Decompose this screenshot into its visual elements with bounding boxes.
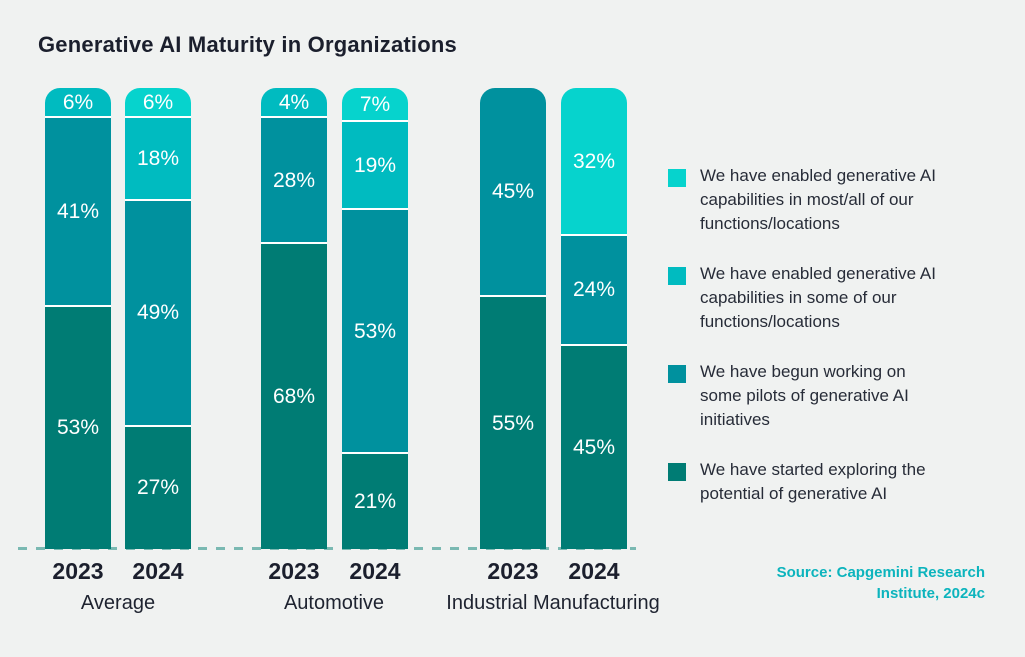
bar-segment: 6% (125, 88, 191, 116)
year-label: 2024 (349, 558, 401, 584)
legend-label: We have enabled generative AI capabiliti… (700, 264, 936, 331)
stacked-bar-2023-average: 6% 41% 53% (45, 88, 111, 549)
bar-segment-label: 27% (136, 476, 180, 500)
year-label: 2024 (568, 558, 620, 584)
bar-segment: 55% (480, 295, 546, 549)
bar-segment: 68% (261, 242, 327, 549)
legend-color-swatch (668, 267, 686, 285)
bar-segment-label: 45% (491, 180, 535, 204)
bar-segment-label: 6% (142, 90, 174, 114)
bar-segment-label: 45% (572, 435, 616, 459)
stacked-bar-2023-automotive: 4% 28% 68% (261, 88, 327, 549)
bar-segment-label: 41% (56, 199, 100, 223)
year-label: 2023 (487, 558, 539, 584)
bar-segment: 21% (342, 452, 408, 549)
stacked-bar-2024-industrial-manufacturing: 32% 24% 45% (561, 88, 627, 549)
legend-item: We have begun working on some pilots of … (668, 360, 1000, 432)
bar-segment: 24% (561, 234, 627, 344)
bar-segment-label: 19% (353, 153, 397, 177)
bar-segment: 27% (125, 424, 191, 549)
bar-segment: 7% (342, 88, 408, 121)
bar-segment-label: 18% (136, 146, 180, 170)
bar-segment: 32% (561, 88, 627, 235)
bar-segment-label: 55% (491, 411, 535, 435)
bar-segment: 45% (480, 88, 546, 296)
bar-segment: 4% (261, 88, 327, 116)
bar-segment: 53% (342, 207, 408, 453)
legend-color-swatch (668, 463, 686, 481)
legend-label: We have enabled generative AI capabiliti… (700, 166, 936, 233)
bar-segment-label: 53% (353, 319, 397, 343)
bar-segment-label: 6% (62, 90, 94, 114)
year-label: 2024 (132, 558, 184, 584)
stacked-bar-2024-average: 6% 18% 49% 27% (125, 88, 191, 549)
bar-segment-label: 49% (136, 301, 180, 325)
bar-segment-label: 28% (272, 168, 316, 192)
bar-segment: 18% (125, 116, 191, 199)
bar-segment: 45% (561, 343, 627, 549)
bar-segment: 41% (45, 116, 111, 305)
category-label-average: Average (80, 592, 156, 614)
bar-segment-label: 7% (359, 92, 391, 116)
bar-segment-label: 4% (278, 90, 310, 114)
bar-segment-label: 21% (353, 490, 397, 514)
category-label-automotive: Automotive (283, 592, 385, 614)
legend-item: We have started exploring the potential … (668, 458, 1000, 506)
axis-baseline (18, 547, 636, 550)
source-attribution: Source: Capgemini Research Institute, 20… (776, 564, 985, 602)
legend-label: We have begun working on some pilots of … (700, 362, 909, 429)
bar-segment: 6% (45, 88, 111, 116)
bar-segment-label: 68% (272, 385, 316, 409)
legend-label: We have started exploring the potential … (700, 460, 926, 503)
stacked-bar-2023-industrial-manufacturing: 45% 55% (480, 88, 546, 549)
bar-segment: 19% (342, 120, 408, 208)
legend-color-swatch (668, 169, 686, 187)
bar-segment: 28% (261, 116, 327, 243)
year-label: 2023 (268, 558, 320, 584)
legend-item: We have enabled generative AI capabiliti… (668, 164, 1000, 236)
year-label: 2023 (52, 558, 104, 584)
legend-color-swatch (668, 365, 686, 383)
bar-segment-label: 32% (572, 149, 616, 173)
legend-item: We have enabled generative AI capabiliti… (668, 262, 1000, 334)
bar-segment: 49% (125, 198, 191, 425)
bar-segment-label: 53% (56, 416, 100, 440)
bar-segment-label: 24% (572, 278, 616, 302)
stacked-bar-2024-automotive: 7% 19% 53% 21% (342, 88, 408, 549)
category-label-industrial-manufacturing: Industrial Manufacturing (446, 592, 660, 614)
chart-title: Generative AI Maturity in Organizations (38, 32, 457, 57)
bar-segment: 53% (45, 304, 111, 549)
